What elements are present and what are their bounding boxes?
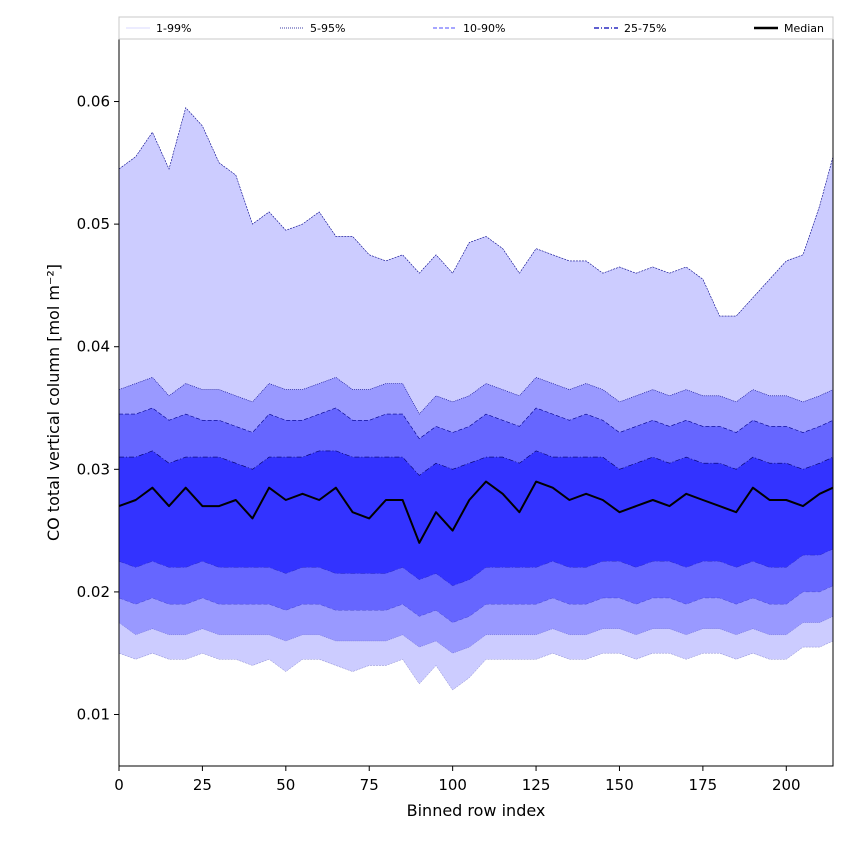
x-tick-label: 175 [689,776,718,794]
band-lower-line-5-95% [118,616,834,654]
legend-label: 5-95% [310,22,345,35]
x-tick-label: 75 [360,776,379,794]
x-tick-label: 25 [193,776,212,794]
y-axis-label: CO total vertical column [mol m⁻²] [44,264,63,541]
band-upper-line-5-95% [118,377,834,415]
band-lower-line-1-99% [118,640,834,691]
y-tick-label: 0.02 [77,583,110,601]
legend: 1-99% 5-95% 10-90% 25-75% Median [118,16,834,40]
y-tick-label: 0.03 [77,460,110,478]
axes: 0 25 50 75 100 125 150 175 200 0.01 0.02 0.03 0.04 0.… [77,93,801,794]
band-lower-line-10-90% [118,585,834,623]
x-axis-label: Binned row index [407,801,546,820]
x-tick-label: 50 [276,776,295,794]
y-tick-label: 0.01 [77,706,110,724]
y-tick-label: 0.04 [77,338,110,356]
x-tick-label: 125 [522,776,551,794]
legend-label: 25-75% [624,22,666,35]
x-tick-label: 0 [114,776,124,794]
band-25-75% [119,450,833,586]
y-tick-label: 0.05 [77,215,110,233]
band-lower-line-25-75% [118,548,834,587]
median-line [118,480,834,544]
legend-label: Median [784,22,824,35]
legend-label: 1-99% [156,22,191,35]
band-upper-line-25-75% [119,450,834,476]
x-tick-label: 200 [772,776,801,794]
band-upper-line-10-90% [119,407,834,440]
legend-box [118,16,834,40]
plot-area [118,107,834,691]
x-tick-label: 150 [605,776,634,794]
band-upper-line-1-99% [118,107,834,317]
y-tick-label: 0.06 [77,93,110,111]
legend-label: 10-90% [463,22,505,35]
x-tick-label: 100 [438,776,467,794]
